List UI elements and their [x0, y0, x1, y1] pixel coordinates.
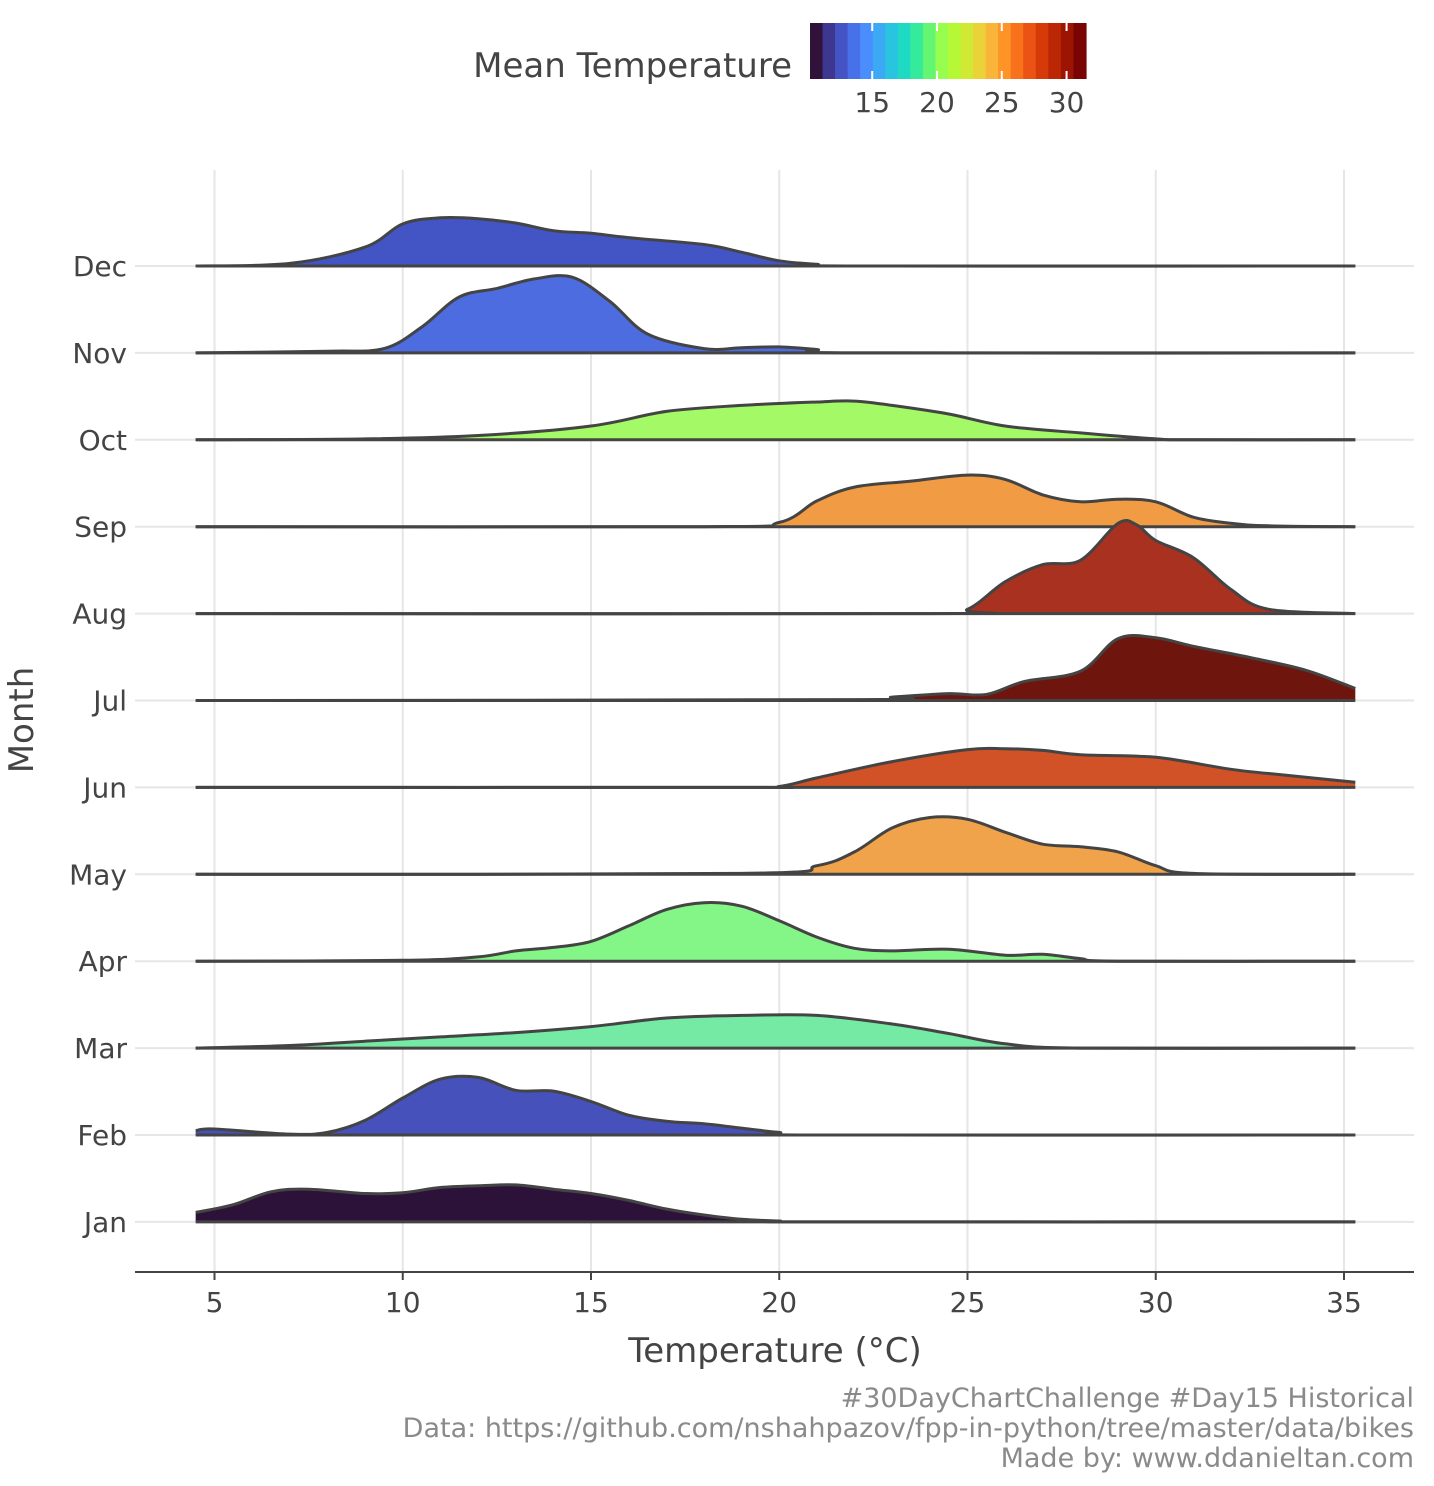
legend-swatch: [1060, 23, 1075, 79]
ridge-fill-jul: [195, 635, 1356, 701]
x-tick-label: 15: [573, 1286, 609, 1319]
ridge-nov: [195, 274, 1356, 355]
legend-swatch: [922, 23, 937, 79]
ridge-fill-aug: [195, 520, 1356, 614]
legend-swatch: [973, 23, 987, 79]
ridge-apr: [195, 901, 1356, 963]
x-tick-label: 20: [761, 1286, 797, 1319]
x-tick-label: 5: [206, 1286, 224, 1319]
y-axis-title: Month: [2, 667, 42, 774]
y-tick-label: Nov: [72, 337, 127, 370]
ridge-aug: [195, 519, 1356, 616]
legend-swatch: [847, 23, 861, 79]
ridges: [195, 215, 1356, 1224]
legend-ticks: 15 20 25 30: [854, 23, 1084, 119]
ridge-fill-may: [195, 816, 1356, 875]
legend-swatch: [1010, 23, 1024, 79]
ridge-jul: [195, 634, 1356, 702]
ridge-fill-sep: [195, 475, 1356, 528]
gridlines: [135, 170, 1414, 1272]
caption: #30DayChartChallenge #Day15 Historical D…: [403, 1384, 1414, 1474]
y-tick-label: May: [69, 858, 127, 891]
y-tick-label: Jun: [81, 771, 127, 804]
legend-tick-label: 20: [919, 86, 955, 119]
ridge-sep: [195, 473, 1356, 529]
ridge-outline-nov: [195, 274, 1356, 355]
caption-line-3: Made by: www.ddanieltan.com: [1000, 1443, 1414, 1474]
y-tick-label: Mar: [74, 1032, 127, 1065]
y-tick-label: Jan: [82, 1206, 127, 1239]
y-tick-label: Oct: [79, 424, 127, 457]
y-tick-label: Sep: [74, 511, 127, 544]
legend-swatch: [860, 23, 874, 79]
ridge-fill-feb: [195, 1076, 1356, 1136]
y-tick-label: Dec: [73, 250, 127, 283]
legend-swatch: [1035, 23, 1049, 79]
x-tick-label: 35: [1326, 1286, 1362, 1319]
legend-title: Mean Temperature: [473, 46, 792, 86]
ridge-fill-nov: [195, 275, 1356, 354]
legend-tick-label: 25: [984, 86, 1020, 119]
legend-tick-label: 30: [1049, 86, 1085, 119]
ridge-outline-may: [195, 815, 1356, 876]
ridge-fill-dec: [195, 217, 1356, 267]
ridge-jun: [195, 746, 1356, 790]
legend-swatch: [897, 23, 911, 79]
ridge-fill-jan: [195, 1184, 1356, 1222]
x-tick-label: 25: [950, 1286, 986, 1319]
legend-swatch: [960, 23, 974, 79]
ridge-jan: [195, 1183, 1356, 1224]
y-tick-label: Jul: [91, 685, 127, 718]
legend-swatch: [998, 23, 1012, 79]
ridge-dec: [195, 215, 1356, 268]
legend-swatch: [910, 23, 924, 79]
ridge-fill-mar: [195, 1014, 1356, 1049]
x-axis-ticks: 5 10 15 20 25 30 35: [206, 1272, 1362, 1319]
legend-swatch: [1048, 23, 1062, 79]
legend-swatch: [935, 23, 949, 79]
y-axis-labels: Dec Nov Oct Sep Aug Jul Jun May Apr Mar Feb Jan: [69, 250, 127, 1239]
legend-swatch: [822, 23, 836, 79]
ridge-may: [195, 815, 1356, 876]
ridge-feb: [195, 1074, 1356, 1137]
caption-line-1: #30DayChartChallenge #Day15 Historical: [840, 1383, 1414, 1414]
legend-swatch: [872, 23, 886, 79]
caption-line-2: Data: https://github.com/nshahpazov/fpp-…: [402, 1413, 1414, 1444]
legend-tick-label: 15: [854, 86, 890, 119]
legend-swatch: [835, 23, 849, 79]
legend-swatch: [810, 23, 824, 79]
x-axis-title: Temperature (°C): [627, 1331, 921, 1371]
y-tick-label: Feb: [77, 1119, 127, 1152]
ridge-fill-oct: [195, 400, 1356, 440]
legend-swatch: [985, 23, 999, 79]
y-tick-label: Apr: [79, 945, 128, 978]
legend-colorbar: [810, 23, 1087, 79]
legend-swatch: [885, 23, 899, 79]
y-tick-label: Aug: [72, 598, 127, 631]
legend-swatch: [948, 23, 962, 79]
x-tick-label: 30: [1138, 1286, 1174, 1319]
ridge-fill-jun: [195, 748, 1356, 788]
legend-swatch: [1073, 23, 1087, 79]
ridge-oct: [195, 399, 1356, 442]
legend-swatch: [1023, 23, 1037, 79]
ridge-fill-apr: [195, 902, 1356, 962]
ridge-outline-mar: [195, 1013, 1356, 1050]
ridge-outline-apr: [195, 901, 1356, 963]
x-tick-label: 10: [385, 1286, 421, 1319]
ridge-mar: [195, 1013, 1356, 1050]
